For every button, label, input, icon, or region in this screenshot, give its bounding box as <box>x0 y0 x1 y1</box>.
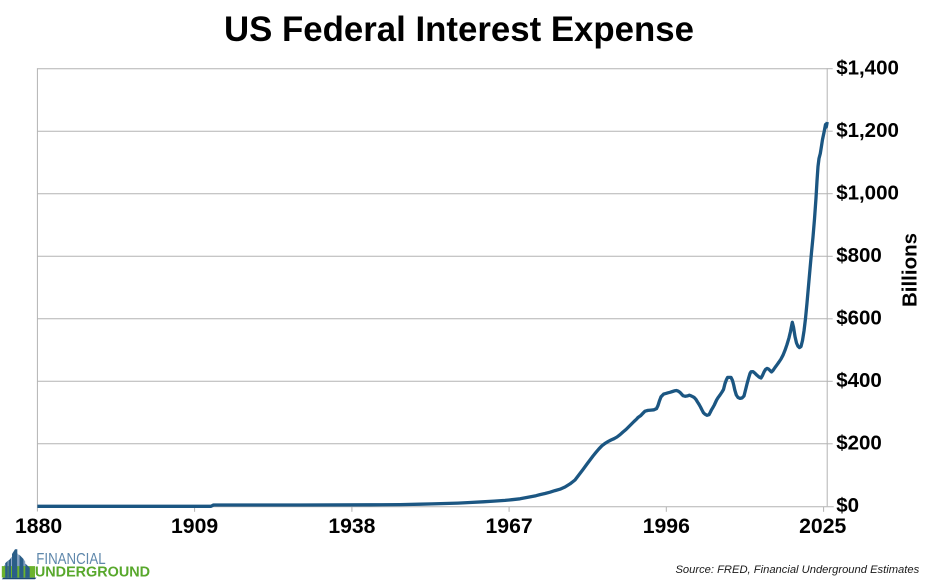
svg-text:UNDERGROUND: UNDERGROUND <box>35 564 150 580</box>
svg-text:$1,200: $1,200 <box>836 119 899 142</box>
svg-text:US Federal Interest Expense: US Federal Interest Expense <box>224 10 694 49</box>
svg-text:1996: 1996 <box>643 515 690 538</box>
svg-text:1938: 1938 <box>328 515 375 538</box>
svg-text:$1,000: $1,000 <box>836 182 899 205</box>
svg-text:2025: 2025 <box>799 515 846 538</box>
svg-text:Billions: Billions <box>899 233 922 307</box>
svg-text:$200: $200 <box>836 432 882 455</box>
svg-text:Source: FRED, Financial Underg: Source: FRED, Financial Underground Esti… <box>675 564 919 576</box>
svg-text:1967: 1967 <box>486 515 533 538</box>
svg-text:$400: $400 <box>836 369 882 392</box>
svg-text:$0: $0 <box>836 494 859 517</box>
svg-text:FINANCIAL: FINANCIAL <box>36 551 105 568</box>
svg-text:1880: 1880 <box>15 515 62 538</box>
svg-text:$1,400: $1,400 <box>836 57 899 80</box>
svg-text:$600: $600 <box>836 307 882 330</box>
svg-text:$800: $800 <box>836 244 882 267</box>
svg-text:1909: 1909 <box>171 515 218 538</box>
